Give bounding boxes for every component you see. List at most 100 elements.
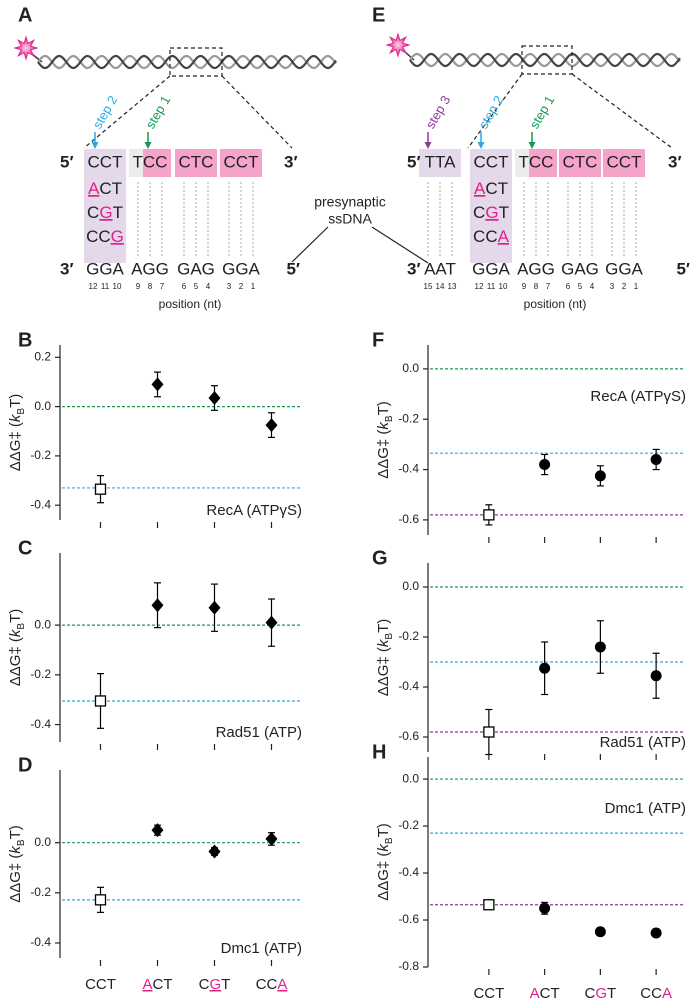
top-codon: TTA xyxy=(425,152,457,171)
y-tick-label: -0.2 xyxy=(398,818,419,832)
y-tick-label: -0.8 xyxy=(398,959,419,973)
panel-letter: D xyxy=(18,754,32,776)
position-number: 1 xyxy=(634,282,639,291)
marker xyxy=(539,662,551,674)
variant-codon: ACT xyxy=(88,179,122,198)
x-tick-label: CCA xyxy=(256,976,288,993)
y-tick-label: 0.0 xyxy=(402,361,419,375)
y-tick-label: -0.6 xyxy=(398,512,419,526)
y-axis-label: ΔΔG‡ (kBT) xyxy=(375,401,395,479)
y-tick-label: -0.4 xyxy=(398,462,419,476)
panel-letter: G xyxy=(372,547,388,569)
variant-box xyxy=(84,149,126,263)
position-number: 13 xyxy=(448,282,457,291)
pointer-line xyxy=(291,226,329,263)
panel-letter: C xyxy=(18,537,32,559)
panel-letter: A xyxy=(18,4,32,26)
codon-box xyxy=(220,149,262,177)
zoom-box xyxy=(169,47,223,77)
top-codon: CCT xyxy=(224,152,259,171)
five-prime: 5′ xyxy=(60,152,74,171)
variant-codon: CCG xyxy=(86,227,124,246)
y-tick-label: -0.2 xyxy=(30,667,51,681)
y-axis-label-part: k xyxy=(7,413,24,422)
position-label: position (nt) xyxy=(524,297,587,311)
fluorophore xyxy=(13,35,39,61)
y-axis-label: ΔΔG‡ (kBT) xyxy=(375,619,395,697)
marker xyxy=(94,695,107,707)
three-prime: 3′ xyxy=(668,152,682,171)
codon-box xyxy=(515,149,529,177)
pointer-line xyxy=(371,226,429,264)
y-axis-label-part: B xyxy=(16,623,27,630)
y-axis-label-part: k xyxy=(375,843,392,852)
top-codon: CTC xyxy=(563,152,598,171)
protein-label: Dmc1 (ATP) xyxy=(221,940,302,957)
dna-strand xyxy=(409,52,681,68)
y-axis-label-part: ΔΔG‡ ( xyxy=(7,854,24,903)
y-axis-label-part: B xyxy=(16,408,27,415)
y-tick-label: 0.2 xyxy=(34,349,51,363)
y-axis-label-part: T) xyxy=(375,401,392,415)
position-number: 15 xyxy=(424,282,433,291)
position-number: 5 xyxy=(578,282,583,291)
panel-letter: F xyxy=(372,329,384,351)
y-axis-label-part: ΔΔG‡ ( xyxy=(375,430,392,479)
bottom-codon: GAG xyxy=(561,259,599,278)
step-arrowhead xyxy=(144,142,152,149)
position-number: 8 xyxy=(148,282,153,291)
marker xyxy=(94,894,107,906)
y-tick-label: -0.6 xyxy=(398,729,419,743)
five-prime: 5′ xyxy=(407,152,421,171)
top-codon: TCC xyxy=(519,152,554,171)
bottom-codon: AGG xyxy=(131,259,169,278)
codon-box xyxy=(175,149,217,177)
codon-box xyxy=(419,149,461,177)
protein-label: Dmc1 (ATP) xyxy=(605,800,686,817)
marker xyxy=(265,418,278,433)
bottom-codon: GAG xyxy=(177,259,215,278)
marker xyxy=(483,509,495,521)
position-number: 9 xyxy=(522,282,527,291)
bottom-codon: AGG xyxy=(517,259,555,278)
step-label: step 1 xyxy=(527,93,558,131)
y-tick-label: 0.0 xyxy=(34,617,51,631)
marker xyxy=(594,641,606,653)
y-tick-label: -0.4 xyxy=(30,717,51,731)
position-number: 7 xyxy=(546,282,551,291)
marker xyxy=(650,454,662,466)
y-tick-label: 0.0 xyxy=(34,399,51,413)
position-number: 6 xyxy=(182,282,187,291)
y-axis-label-part: B xyxy=(384,415,395,422)
step-arrowhead xyxy=(477,142,485,149)
position-number: 9 xyxy=(136,282,141,291)
y-tick-label: -0.6 xyxy=(398,912,419,926)
y-axis-label: ΔΔG‡ (kBT) xyxy=(7,609,27,687)
y-axis-label-part: k xyxy=(375,638,392,647)
y-tick-label: -0.4 xyxy=(398,865,419,879)
step-arrowhead xyxy=(424,142,432,149)
step-label: step 2 xyxy=(476,93,507,131)
x-tick-label: CGT xyxy=(199,976,231,993)
marker xyxy=(208,390,221,405)
variant-codon: CGT xyxy=(87,203,123,222)
fluorophore xyxy=(385,32,411,58)
y-axis-label-part: T) xyxy=(375,619,392,633)
y-axis-label-part: B xyxy=(384,633,395,640)
step-arrowhead xyxy=(528,142,536,149)
three-prime: 3′ xyxy=(407,259,421,278)
position-number: 11 xyxy=(101,282,110,291)
panel-letter: B xyxy=(18,329,32,351)
position-number: 12 xyxy=(89,282,98,291)
y-axis-label-part: B xyxy=(384,837,395,844)
y-axis-label-part: B xyxy=(16,839,27,846)
y-axis-label-part: T) xyxy=(375,823,392,837)
codon-box xyxy=(603,149,645,177)
y-axis-label: ΔΔG‡ (kBT) xyxy=(375,823,395,901)
y-axis-label-part: k xyxy=(375,421,392,430)
step-label: step 2 xyxy=(90,93,121,131)
dna-strand xyxy=(37,54,337,70)
x-tick-label: CGT xyxy=(585,985,617,999)
position-number: 7 xyxy=(160,282,165,291)
three-prime: 3′ xyxy=(60,259,74,278)
